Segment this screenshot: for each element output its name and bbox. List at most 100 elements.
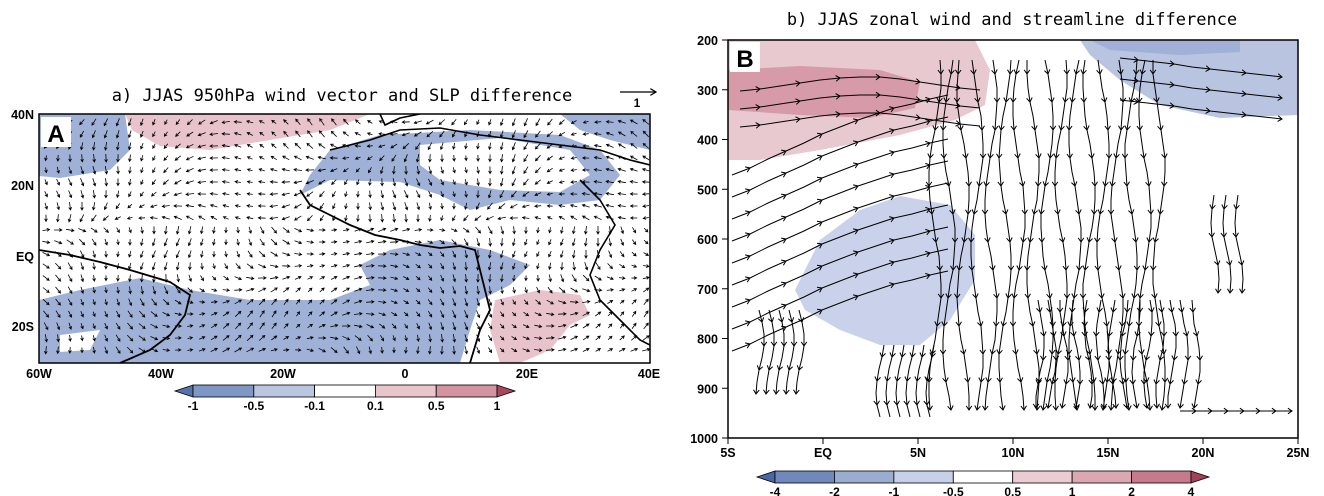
wind-vector (618, 348, 626, 352)
streamline-arrowhead (1161, 153, 1168, 159)
wind-vector (523, 178, 529, 186)
wind-vector (558, 335, 567, 340)
wind-vector (596, 226, 600, 235)
streamline-arrowhead (1133, 56, 1139, 63)
streamline-arrowhead (852, 294, 859, 301)
wind-vector (91, 130, 96, 139)
wind-vector (199, 300, 206, 304)
wind-vector (222, 323, 230, 329)
wind-vector (68, 154, 72, 163)
streamline-arrowhead (934, 321, 941, 327)
wind-vector (536, 251, 540, 258)
wind-vector (522, 324, 530, 328)
wind-vector (438, 119, 446, 126)
streamline (731, 270, 949, 352)
wind-vector (162, 179, 169, 185)
wind-vector (535, 130, 541, 138)
streamline-arrowhead (965, 209, 972, 215)
wind-vector (197, 156, 206, 161)
streamline-arrowhead (941, 321, 948, 327)
wind-vector (631, 310, 637, 317)
wind-vector (152, 143, 156, 150)
streamline-arrowhead (1133, 98, 1139, 105)
wind-vector (128, 154, 132, 163)
wind-vector (295, 336, 302, 340)
wind-vector (209, 180, 218, 184)
wind-vector (224, 227, 228, 234)
wind-vector (68, 202, 72, 211)
wind-vector (390, 143, 398, 149)
wind-vector (174, 167, 182, 173)
wind-vector (440, 263, 444, 270)
wind-vector (546, 324, 555, 328)
wind-vector (212, 275, 217, 281)
streamline-arrowhead (1091, 209, 1098, 215)
wind-vector (545, 348, 555, 352)
wind-vector (488, 130, 492, 138)
wind-vector (175, 348, 182, 352)
streamline-arrowhead (1192, 331, 1200, 337)
wind-vector (282, 227, 290, 233)
wind-vector (404, 323, 408, 329)
wind-vector (42, 287, 50, 294)
wind-vector (462, 227, 470, 233)
streamline-arrowhead (1007, 265, 1015, 271)
wind-vector (127, 203, 133, 209)
streamline-arrowhead (1241, 90, 1247, 97)
wind-vector (283, 119, 289, 125)
streamline-arrowhead (1109, 379, 1116, 385)
panel-b-badge-bg (730, 42, 760, 72)
wind-vector (403, 154, 408, 163)
streamline-arrowhead (875, 91, 881, 99)
streamline-arrowhead (1056, 307, 1064, 313)
colorbar-segment (893, 470, 954, 484)
wind-vector (452, 262, 457, 271)
streamline-arrowhead (889, 282, 895, 289)
wind-vector (499, 190, 505, 199)
wind-vector (582, 335, 590, 341)
lon-tick-0: 0 (402, 367, 409, 381)
wind-vector (607, 323, 613, 329)
wind-vector (116, 178, 120, 187)
streamline-arrowhead (951, 237, 959, 243)
wind-vector (329, 143, 338, 149)
wind-vector (487, 202, 493, 210)
lat-tick-20n: 20N (11, 179, 34, 193)
colorbar-label: 1 (494, 399, 501, 413)
streamline-arrowhead (940, 125, 947, 131)
wind-vector (415, 263, 421, 269)
wind-vector (330, 130, 337, 137)
streamline-arrowhead (1066, 125, 1073, 131)
streamline-arrowhead (925, 272, 931, 280)
wind-vector (427, 252, 433, 257)
wind-vector (295, 287, 301, 293)
wind-vector (187, 287, 193, 293)
streamline-arrowhead (954, 293, 961, 299)
streamline-arrowhead (1103, 321, 1110, 327)
wind-vector (128, 191, 132, 198)
wind-vector (246, 216, 254, 220)
wind-vector (642, 142, 650, 149)
panel-a: a) JJAS 950hPa wind vector and SLP diffe… (11, 86, 660, 413)
wind-vector (452, 130, 456, 138)
wind-vector (558, 180, 565, 184)
wind-vector (390, 240, 399, 244)
streamline-arrowhead (1205, 107, 1211, 114)
wind-vector (558, 156, 565, 160)
streamline-arrowhead (925, 140, 931, 148)
streamline-arrowhead (1033, 349, 1040, 355)
wind-vector (92, 299, 96, 306)
wind-vector (54, 240, 63, 245)
streamline-arrowhead (960, 349, 967, 355)
colorbar-segment (755, 470, 776, 484)
streamline-arrowhead (955, 84, 961, 91)
streamline-arrowhead (1038, 209, 1045, 215)
wind-vector (428, 202, 432, 211)
streamline-arrowhead (1035, 181, 1042, 187)
wind-vector (234, 180, 241, 184)
wind-vector (116, 239, 120, 246)
streamline-arrowhead (783, 389, 790, 395)
streamline-arrowhead (1133, 69, 1140, 75)
wind-vector (593, 156, 602, 160)
streamline-arrowhead (1094, 237, 1101, 243)
